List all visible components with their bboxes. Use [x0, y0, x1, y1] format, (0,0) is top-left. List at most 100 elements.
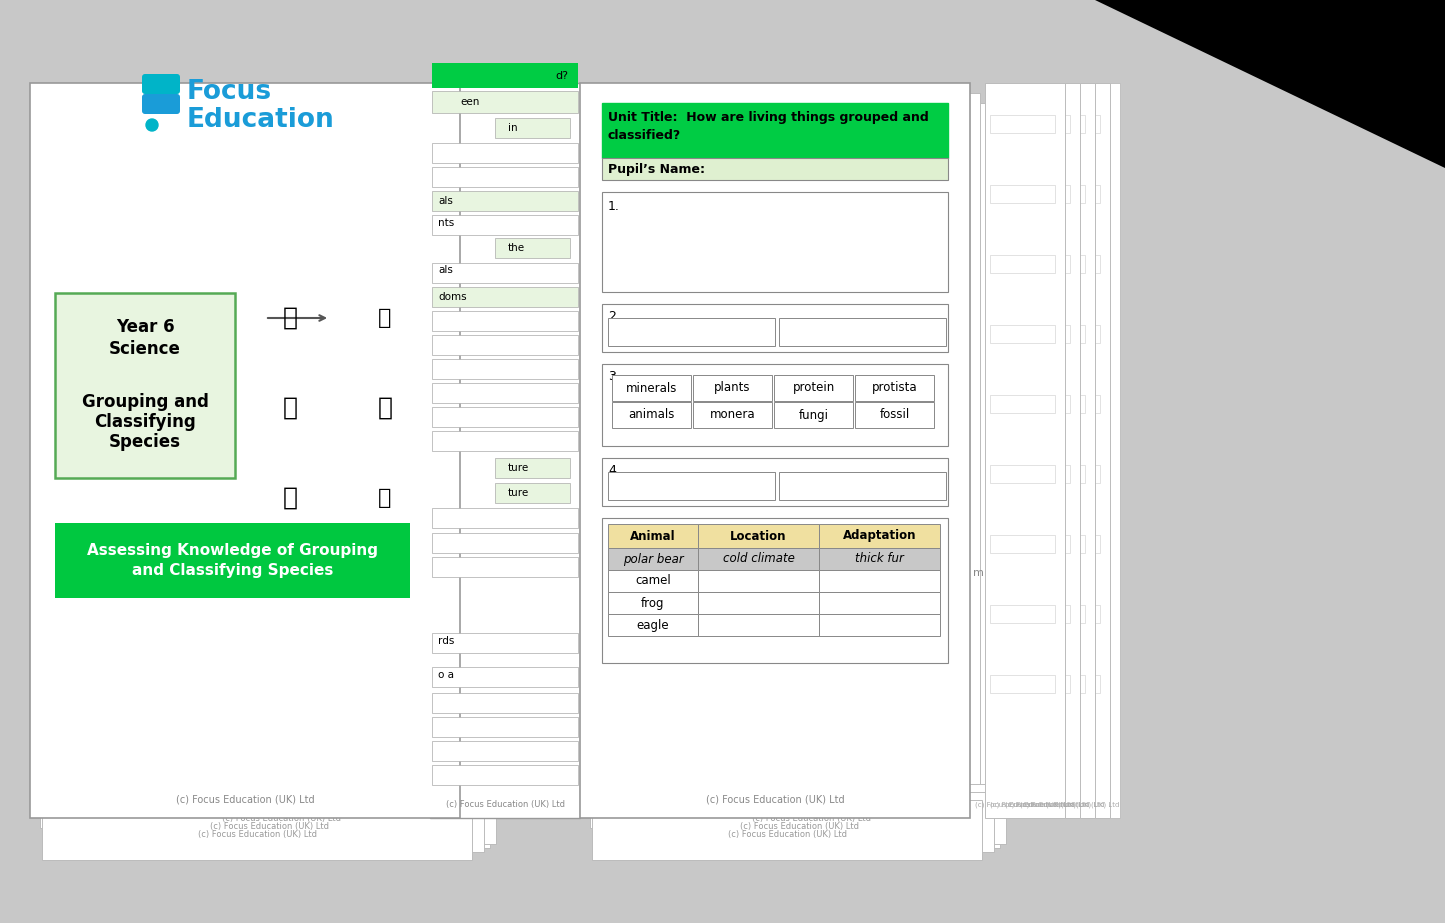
Bar	[1035, 115, 1100, 133]
Text: Location: Location	[730, 530, 786, 543]
Bar	[775, 402, 853, 428]
Text: (c) Focus Education (UK) Ltd: (c) Focus Education (UK) Ltd	[727, 831, 847, 840]
Text: minerals: minerals	[626, 381, 678, 394]
Bar	[603, 158, 948, 180]
Text: protista: protista	[871, 381, 918, 394]
FancyBboxPatch shape	[142, 74, 181, 94]
Bar	[608, 318, 775, 346]
Bar	[855, 375, 933, 401]
Bar	[608, 548, 698, 570]
Text: the: the	[509, 243, 525, 253]
Bar	[694, 375, 772, 401]
Bar	[432, 667, 578, 687]
Bar	[819, 614, 941, 636]
Text: 🕷: 🕷	[379, 308, 392, 328]
Bar	[42, 800, 473, 860]
Text: protein: protein	[792, 381, 835, 394]
Bar	[1006, 465, 1069, 483]
Bar	[603, 304, 948, 352]
Text: (c) Focus Education (UK) Ltd: (c) Focus Education (UK) Ltd	[1020, 802, 1120, 809]
Text: animals: animals	[629, 409, 675, 422]
Bar	[990, 185, 1055, 203]
Bar	[1020, 465, 1085, 483]
Bar	[432, 335, 578, 355]
Bar	[432, 63, 578, 88]
Bar	[1020, 535, 1085, 553]
Bar	[698, 548, 819, 570]
Bar	[1006, 535, 1069, 553]
Bar	[432, 741, 578, 761]
Bar	[990, 605, 1055, 623]
Bar	[608, 592, 698, 614]
Text: 🦎: 🦎	[379, 488, 392, 508]
Bar	[432, 431, 578, 451]
Bar	[1035, 325, 1100, 343]
Text: (c) Focus Education (UK) Ltd: (c) Focus Education (UK) Ltd	[740, 822, 858, 832]
Text: 1.: 1.	[608, 200, 620, 213]
Text: doms: doms	[438, 292, 467, 302]
Bar	[603, 518, 948, 663]
Bar	[1035, 83, 1120, 818]
Text: Focus
Education: Focus Education	[186, 79, 335, 133]
Bar	[610, 113, 1000, 848]
Bar	[1006, 115, 1069, 133]
Bar	[1006, 675, 1069, 693]
Bar	[819, 592, 941, 614]
Text: 5.: 5.	[608, 524, 620, 537]
Bar	[990, 325, 1055, 343]
Bar	[604, 792, 994, 852]
Bar	[1020, 185, 1085, 203]
Text: (c) Focus Education (UK) Ltd: (c) Focus Education (UK) Ltd	[990, 802, 1090, 809]
Bar	[432, 533, 578, 553]
Bar	[775, 375, 853, 401]
Bar	[1023, 83, 1108, 818]
Text: frog: frog	[642, 596, 665, 609]
Bar	[432, 91, 578, 113]
Text: o a: o a	[438, 670, 454, 680]
Text: Species: Species	[108, 433, 181, 451]
Bar	[432, 263, 578, 283]
Text: als: als	[438, 265, 452, 275]
Bar	[603, 458, 948, 506]
Bar	[603, 192, 948, 292]
Text: fungi: fungi	[799, 409, 828, 422]
Text: Year 6: Year 6	[116, 318, 175, 336]
Bar	[616, 784, 1006, 844]
Bar	[608, 614, 698, 636]
Bar	[985, 83, 1065, 818]
Bar	[608, 570, 698, 592]
FancyBboxPatch shape	[142, 94, 181, 114]
Text: Classifying: Classifying	[94, 413, 197, 431]
Bar	[61, 113, 490, 848]
Bar	[432, 693, 578, 713]
Text: thick fur: thick fur	[855, 553, 905, 566]
Bar	[990, 675, 1055, 693]
Bar	[698, 592, 819, 614]
Text: Pupil’s Name:: Pupil’s Name:	[608, 162, 705, 175]
Bar	[819, 524, 941, 548]
Text: rds: rds	[438, 636, 454, 646]
Text: (c) Focus Education (UK) Ltd: (c) Focus Education (UK) Ltd	[445, 800, 565, 809]
Bar	[53, 792, 484, 852]
Bar	[1035, 675, 1100, 693]
Bar	[1035, 605, 1100, 623]
Bar	[698, 614, 819, 636]
Bar	[698, 524, 819, 548]
Text: plants: plants	[714, 381, 751, 394]
Text: Adaptation: Adaptation	[842, 530, 916, 543]
Text: m: m	[972, 568, 984, 578]
Bar	[432, 143, 578, 163]
Text: 🦁: 🦁	[283, 486, 298, 510]
Text: nts: nts	[438, 218, 454, 228]
Bar	[51, 103, 480, 838]
Bar	[432, 717, 578, 737]
Text: camel: camel	[636, 574, 670, 588]
Bar	[1006, 395, 1069, 413]
Bar	[432, 407, 578, 427]
Bar	[1006, 185, 1069, 203]
Text: (c) Focus Education (UK) Ltd: (c) Focus Education (UK) Ltd	[221, 814, 341, 823]
Bar	[698, 570, 819, 592]
Bar	[432, 191, 578, 211]
Text: (c) Focus Education (UK) Ltd: (c) Focus Education (UK) Ltd	[751, 814, 870, 823]
Bar	[432, 359, 578, 379]
